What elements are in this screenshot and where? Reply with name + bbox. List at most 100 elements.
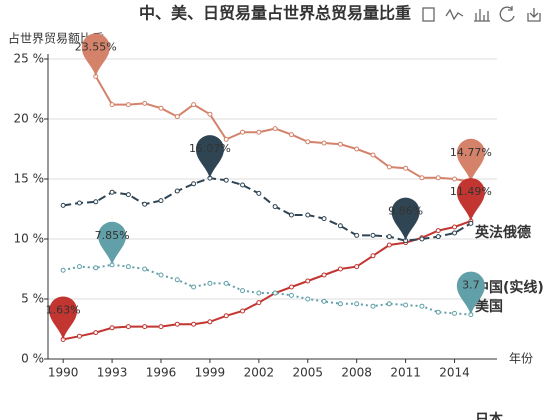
mark-pin [81,33,110,77]
data-point [142,266,148,272]
data-point [305,139,311,145]
data-point [125,324,131,330]
data-point [435,309,441,315]
mark-label: 14.77% [450,146,492,159]
data-point [419,236,425,242]
data-point [174,188,180,194]
toolbox[interactable] [422,6,541,22]
mark-pin [391,197,420,241]
data-point [207,111,213,117]
data-point [288,212,294,218]
series-end-label: 日本 [475,411,504,420]
data-point [256,290,262,296]
data-point [288,292,294,298]
data-point [158,272,164,278]
data-point [158,324,164,330]
x-tick-label: 1999 [195,366,226,380]
data-point [60,202,66,208]
mark-label: 11.49% [450,185,492,198]
data-point [354,264,360,270]
y-tick-label: 5 % [21,292,44,306]
x-axis-label: 年份 [509,352,533,366]
data-point [288,132,294,138]
series-line [62,263,471,316]
data-point [240,129,246,135]
data-point [386,234,392,240]
data-point [207,319,213,325]
data-point [76,333,82,339]
series-line [94,75,471,183]
data-point [370,303,376,309]
mark-label: 3.7 [462,279,480,292]
data-point [272,126,278,132]
data-point [403,165,409,171]
data-point [223,313,229,319]
data-point [142,324,148,330]
y-tick-label: 0 % [21,352,44,366]
data-point [370,253,376,259]
data-point [142,201,148,207]
data-point [76,264,82,270]
series-line [63,177,472,242]
data-point [125,264,131,270]
mark-pin [456,178,485,222]
data-point [452,176,458,182]
mark-label: 23.55% [75,40,117,53]
data-point [223,136,229,142]
data-point [174,277,180,283]
data-point [109,189,115,195]
data-point [240,288,246,294]
tool-bar[interactable] [474,9,490,22]
data-point [256,300,262,306]
mark-label: 1.63% [46,303,81,316]
data-point [60,267,66,273]
data-point [223,280,229,286]
data-point [174,114,180,120]
data-point [354,146,360,152]
mark-pin [456,138,485,182]
tool-save[interactable] [527,8,541,22]
data-point [354,301,360,307]
mark-pin [49,296,78,340]
data-point [321,140,327,146]
y-tick-label: 20 % [14,112,45,126]
data-point [337,266,343,272]
data-point [256,129,262,135]
mark-label: 15.07% [189,142,231,155]
data-point [321,298,327,304]
mark-pin [456,271,485,315]
y-tick-label: 25 % [14,52,45,66]
data-point [191,102,197,108]
tool-restore[interactable] [499,6,515,22]
data-point [419,303,425,309]
data-point [223,177,229,183]
tool-data-view[interactable] [422,7,435,22]
data-point [386,301,392,307]
x-tick-label: 1993 [97,366,128,380]
mark-label: 7.85% [95,229,130,242]
data-point [452,310,458,316]
x-tick-label: 2002 [244,366,275,380]
x-tick-label: 2014 [439,366,470,380]
data-point [191,181,197,187]
data-point [191,284,197,290]
data-point [93,265,99,271]
data-point [240,308,246,314]
mark-pin [98,221,127,265]
x-tick-label: 2008 [341,366,372,380]
tool-line[interactable] [445,8,464,21]
data-point [386,164,392,170]
data-point [174,321,180,327]
y-tick-label: 10 % [14,232,45,246]
data-point [288,284,294,290]
data-point [354,232,360,238]
data-point [321,216,327,222]
data-point [240,182,246,188]
data-point [93,199,99,205]
mark-label: 9.86% [388,205,423,218]
data-point [386,242,392,248]
data-point [435,175,441,181]
x-tick-label: 1990 [48,366,79,380]
data-point [337,223,343,229]
